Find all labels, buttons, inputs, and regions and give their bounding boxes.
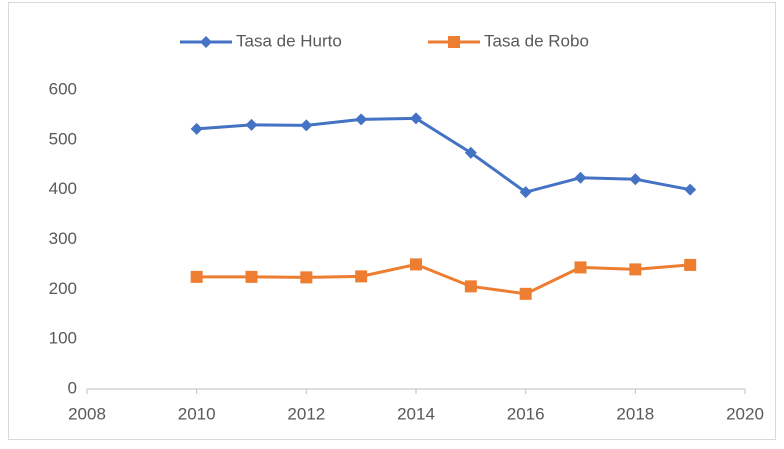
marker	[245, 118, 258, 131]
legend-marker	[448, 36, 460, 48]
legend-marker	[200, 36, 212, 48]
marker	[410, 258, 422, 271]
marker	[464, 146, 477, 159]
series-line	[196, 116, 691, 194]
marker	[190, 122, 203, 135]
marker	[519, 186, 532, 199]
marker	[245, 270, 258, 283]
y-tick-label: 600	[49, 79, 77, 98]
x-tick-label: 2018	[616, 404, 654, 423]
series-line	[196, 262, 691, 296]
marker	[355, 113, 368, 126]
marker	[574, 171, 587, 184]
y-tick-label: 400	[49, 179, 77, 198]
marker	[300, 119, 313, 132]
marker	[629, 173, 642, 186]
y-tick-label: 300	[49, 229, 77, 248]
chart-border	[8, 2, 776, 440]
x-tick-label: 2020	[726, 404, 764, 423]
x-tick-label: 2012	[287, 404, 325, 423]
legend-label: Tasa de Robo	[484, 31, 589, 50]
marker	[629, 263, 642, 276]
marker	[464, 280, 477, 293]
marker	[190, 270, 203, 283]
marker	[684, 183, 697, 196]
y-tick-label: 100	[49, 329, 77, 348]
marker	[355, 270, 368, 283]
marker	[300, 271, 313, 284]
y-tick-label: 0	[68, 378, 77, 397]
marker	[519, 287, 532, 300]
x-tick-label: 2016	[507, 404, 545, 423]
x-tick-label: 2014	[397, 404, 435, 423]
marker	[684, 258, 697, 271]
y-tick-label: 500	[49, 129, 77, 148]
marker	[574, 261, 587, 274]
x-tick-label: 2008	[68, 404, 106, 423]
legend-label: Tasa de Hurto	[236, 31, 342, 50]
y-tick-label: 200	[49, 279, 77, 298]
x-tick-label: 2010	[178, 404, 216, 423]
marker	[410, 112, 422, 125]
